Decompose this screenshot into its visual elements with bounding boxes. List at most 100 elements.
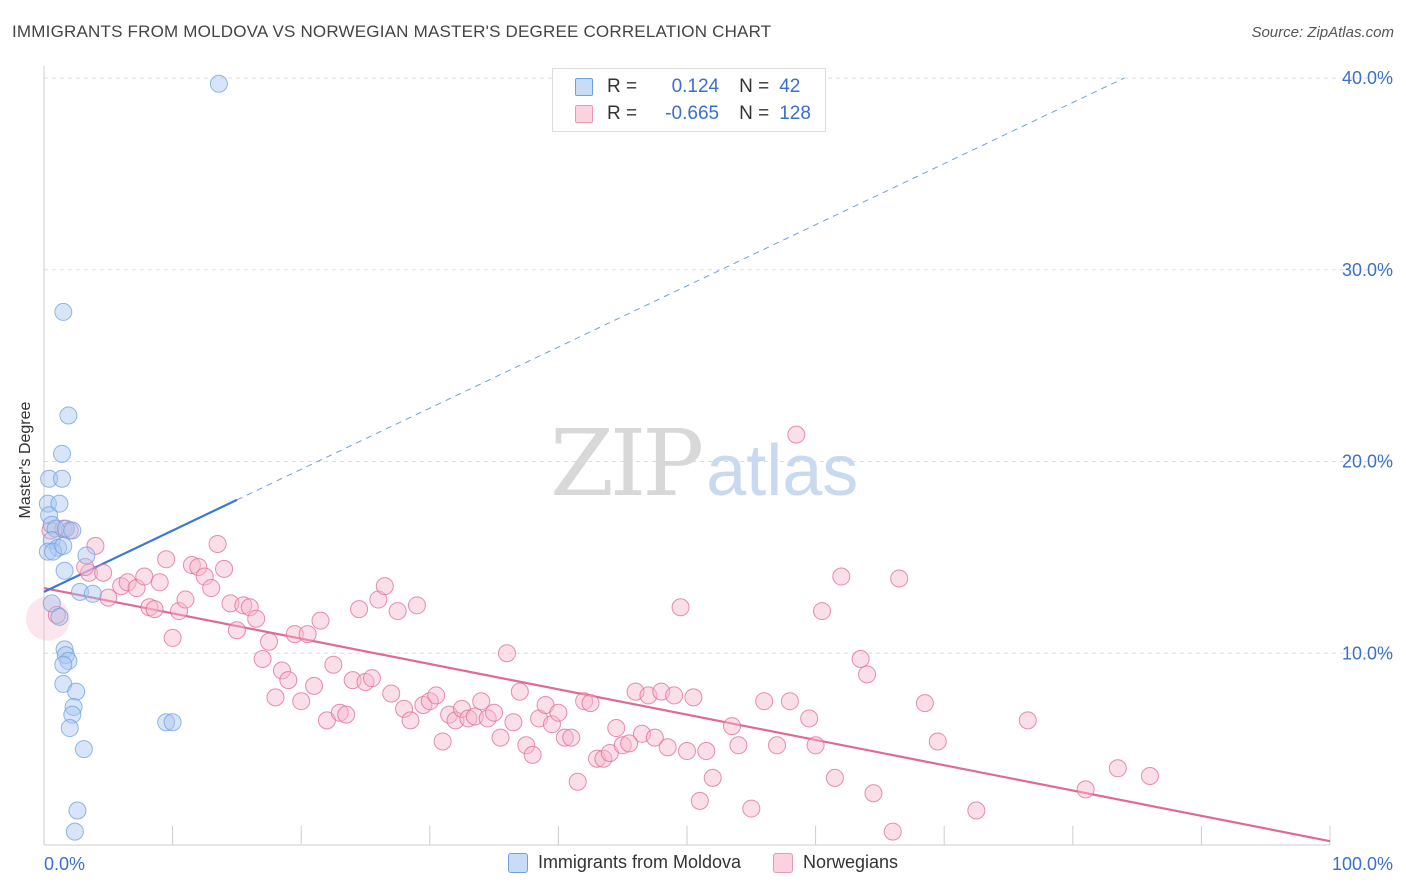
data-point-norwegians — [851, 650, 870, 669]
data-point-norwegians — [260, 632, 279, 651]
data-point-moldova — [56, 519, 75, 538]
data-point-norwegians — [234, 596, 253, 615]
data-point-moldova — [63, 521, 82, 540]
data-point-norwegians — [240, 598, 259, 617]
data-point-norwegians — [665, 686, 684, 705]
data-point-norwegians — [215, 559, 234, 578]
series-legend: Immigrants from Moldova Norwegians — [0, 852, 1406, 873]
data-point-norwegians — [1076, 780, 1095, 799]
data-point-norwegians — [915, 694, 934, 713]
data-point-norwegians — [375, 577, 394, 596]
data-point-norwegians — [433, 732, 452, 751]
data-point-norwegians — [272, 661, 291, 680]
data-point-moldova — [55, 561, 74, 580]
data-point-norwegians — [1018, 711, 1037, 730]
legend-n-label: N = — [739, 103, 770, 124]
data-point-norwegians — [658, 738, 677, 757]
data-point-norwegians — [780, 692, 799, 711]
data-point-norwegians — [729, 736, 748, 755]
data-point-norwegians — [1140, 766, 1159, 785]
series-legend-swatch-norwegians — [773, 852, 793, 873]
data-point-norwegians — [362, 669, 381, 688]
trend-layer — [43, 77, 1331, 843]
data-point-moldova — [54, 302, 73, 321]
data-point-norwegians — [86, 536, 105, 555]
data-point-norwegians — [703, 768, 722, 787]
grid-layer — [44, 77, 1394, 654]
data-point-norwegians — [800, 709, 819, 728]
data-point-norwegians — [523, 745, 542, 764]
data-point-norwegians — [330, 703, 349, 722]
data-point-moldova — [68, 801, 87, 820]
data-point-norwegians — [47, 605, 66, 624]
data-point-moldova — [163, 713, 182, 732]
trend-line-norwegians — [43, 586, 1331, 843]
data-point-norwegians — [311, 611, 330, 630]
data-point-norwegians — [305, 676, 324, 695]
legend-row-moldova: R = 0.124 N = 42 — [575, 75, 800, 99]
data-point-norwegians — [407, 596, 426, 615]
data-point-moldova — [65, 822, 84, 841]
y-tick-label: 30.0% — [1342, 260, 1393, 280]
data-point-norwegians — [285, 625, 304, 644]
legend-n-label: N = — [739, 76, 770, 97]
data-point-norwegians — [813, 602, 832, 621]
data-point-moldova — [54, 655, 73, 674]
data-point-moldova — [74, 740, 93, 759]
data-point-norwegians — [504, 713, 523, 732]
data-point-norwegians — [883, 822, 902, 841]
y-tick-label: 20.0% — [1342, 452, 1393, 472]
data-point-norwegians — [395, 699, 414, 718]
data-point-norwegians — [401, 711, 420, 730]
point-layer — [25, 74, 1159, 841]
data-point-norwegians — [298, 625, 317, 644]
legend-row-norwegians: R = -0.665 N = 128 — [575, 102, 811, 126]
data-point-norwegians — [350, 600, 369, 619]
data-point-norwegians — [170, 602, 189, 621]
data-point-norwegians — [510, 682, 529, 701]
data-point-moldova — [42, 594, 61, 613]
data-point-moldova — [53, 469, 72, 488]
data-point-moldova — [157, 713, 176, 732]
data-point-norwegians — [99, 588, 118, 607]
data-point-norwegians — [382, 684, 401, 703]
data-point-moldova — [59, 406, 78, 425]
data-point-moldova — [63, 705, 82, 724]
data-point-norwegians — [581, 694, 600, 713]
trend-line-moldova — [43, 498, 238, 593]
data-point-norwegians — [787, 425, 806, 444]
data-point-norwegians — [491, 728, 510, 747]
data-point-moldova — [42, 531, 61, 550]
data-point-norwegians — [279, 671, 298, 690]
series-legend-label-norwegians: Norwegians — [803, 852, 899, 872]
data-point-norwegians — [157, 550, 176, 569]
data-point-norwegians — [1108, 759, 1127, 778]
data-point-norwegians — [324, 655, 343, 674]
data-point-moldova — [77, 546, 96, 565]
legend-r-value: 0.124 — [671, 76, 720, 97]
data-point-norwegians — [459, 709, 478, 728]
data-point-norwegians — [497, 644, 516, 663]
chart-title: IMMIGRANTS FROM MOLDOVA VS NORWEGIAN MAS… — [12, 22, 772, 41]
data-point-norwegians — [967, 801, 986, 820]
series-legend-item-moldova: Immigrants from Moldova — [507, 852, 741, 873]
legend-r-label: R = — [607, 76, 638, 97]
data-point-norwegians — [94, 563, 113, 582]
x-tick-label: 100.0% — [1332, 854, 1393, 874]
data-point-norwegians — [678, 742, 696, 761]
data-point-norwegians — [208, 534, 227, 553]
data-point-norwegians — [742, 799, 761, 818]
data-point-norwegians — [755, 692, 774, 711]
data-point-norwegians — [266, 688, 285, 707]
data-point-norwegians — [864, 784, 883, 803]
y-tick-label: 10.0% — [1342, 643, 1393, 663]
data-point-norwegians — [135, 567, 154, 586]
data-point-norwegians — [150, 573, 169, 592]
data-point-norwegians — [768, 736, 787, 755]
data-point-norwegians — [118, 573, 137, 592]
data-point-norwegians — [227, 621, 246, 640]
data-point-moldova — [50, 607, 69, 626]
data-point-norwegians — [575, 692, 594, 711]
data-point-moldova — [209, 74, 228, 93]
data-point-norwegians — [247, 609, 266, 628]
